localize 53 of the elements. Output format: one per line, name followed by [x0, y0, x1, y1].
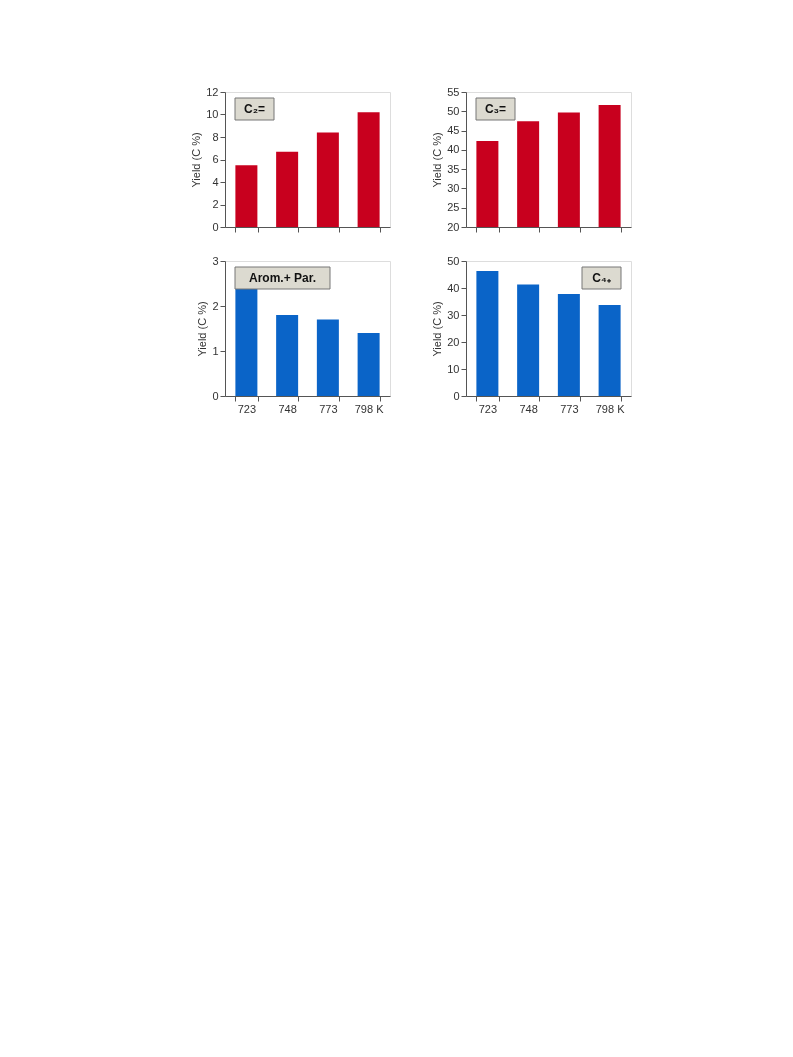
y-tick-label: 6 [212, 153, 219, 165]
bar [276, 315, 299, 396]
y-tick-label: 8 [212, 130, 219, 143]
y-tick-label: 25 [447, 201, 460, 214]
x-tick-label: 748 [519, 402, 538, 415]
y-tick-label: 20 [447, 335, 460, 348]
x-tick-label: 773 [560, 402, 579, 415]
y-tick-label: 40 [447, 281, 460, 294]
y-tick-label: 10 [206, 108, 219, 120]
bar [357, 333, 380, 396]
text: Arom.+ Par. [248, 271, 317, 285]
y-tick-label: 40 [447, 143, 460, 156]
y-tick-label: 0 [212, 220, 219, 233]
bar [276, 151, 299, 227]
y-tick-label: 30 [447, 308, 460, 321]
x-tick-label: 723 [237, 402, 257, 415]
bar [235, 288, 258, 396]
y-tick-label: 0 [212, 389, 219, 402]
y-tick-label: 1 [212, 344, 219, 357]
bar [598, 305, 621, 396]
y-tick-label: 45 [447, 124, 460, 137]
y-tick-label: 2 [212, 299, 219, 312]
y-tick-label: 30 [447, 181, 460, 194]
y-axis-title: Yield (C %) [196, 301, 209, 357]
bar [316, 319, 339, 396]
y-tick-label: 0 [453, 389, 460, 402]
y-tick-label: 10 [447, 362, 460, 375]
text: C₂= [243, 102, 266, 116]
x-tick-label: 798 K [595, 402, 626, 415]
y-tick-label: 3 [212, 254, 219, 267]
bar [357, 112, 380, 227]
bar [316, 132, 339, 227]
bar [557, 293, 580, 396]
bar [476, 270, 499, 396]
bar [235, 165, 258, 227]
y-tick-label: 55 [447, 85, 460, 98]
y-tick-label: 50 [447, 254, 460, 267]
y-tick-label: 35 [447, 162, 460, 175]
y-axis-title: Yield (C %) [431, 301, 444, 357]
y-axis-title: Yield (C %) [431, 132, 444, 188]
y-axis-title: Yield (C %) [190, 132, 203, 188]
text: C₄₊ [592, 271, 611, 285]
y-tick-label: 4 [212, 175, 219, 188]
y-tick-label: 50 [447, 104, 460, 117]
x-tick-label: 773 [319, 402, 338, 415]
y-tick-label: 12 [206, 85, 219, 98]
bar [517, 284, 540, 396]
y-tick-label: 20 [447, 220, 460, 233]
x-tick-label: 798 K [354, 402, 385, 415]
x-tick-label: 723 [478, 402, 498, 415]
y-tick-label: 2 [212, 198, 219, 210]
x-tick-label: 748 [278, 402, 297, 415]
text: C₃= [484, 102, 507, 116]
